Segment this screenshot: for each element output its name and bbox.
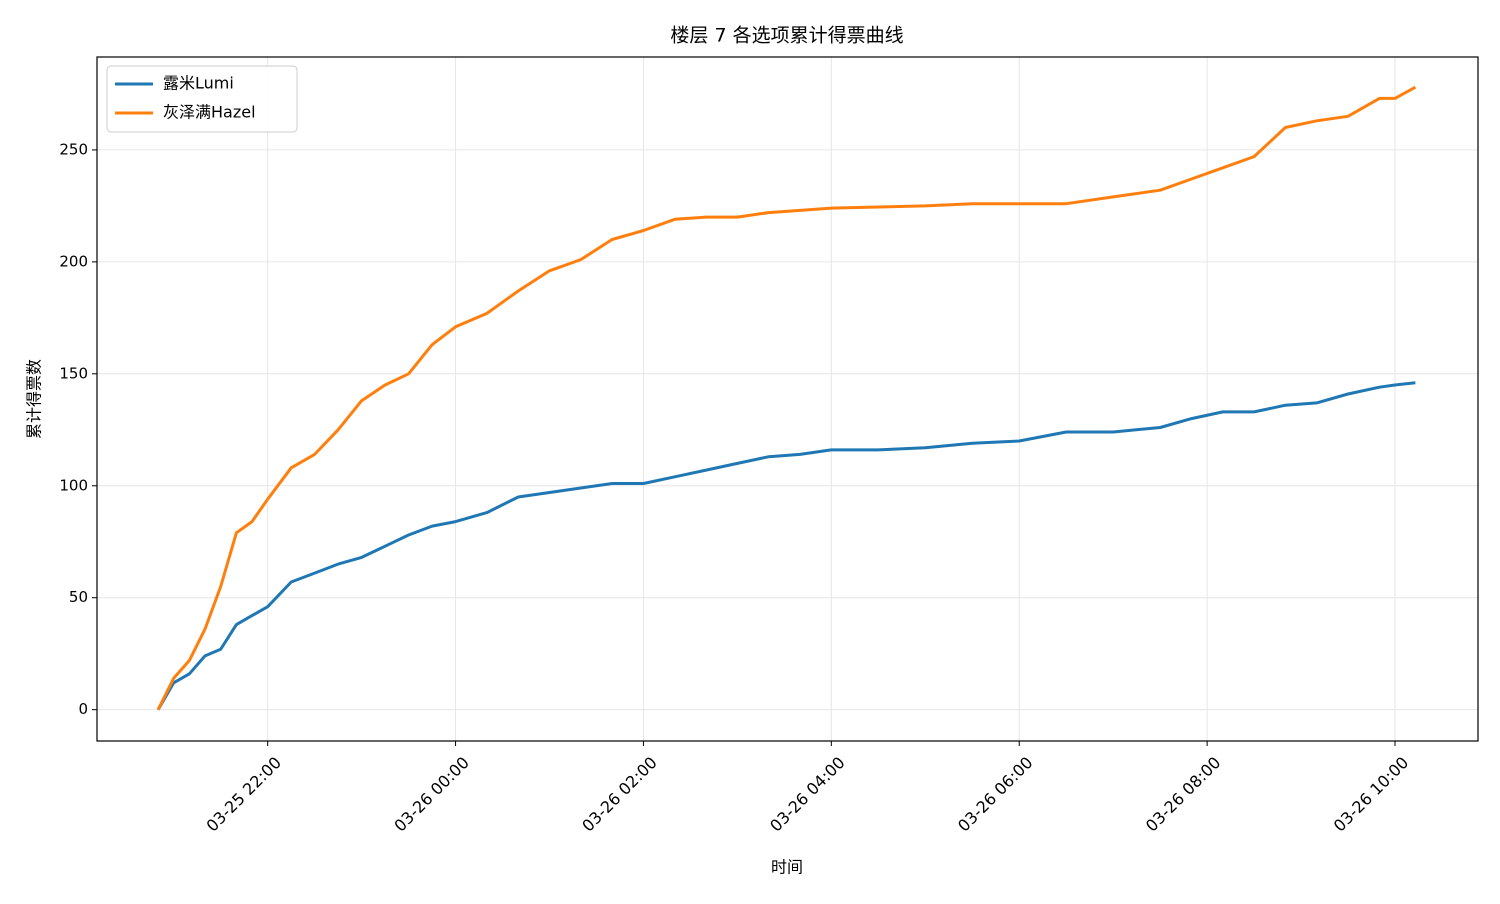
y-tick-label: 150	[59, 364, 88, 382]
x-axis-label: 时间	[771, 858, 803, 877]
y-tick-label: 100	[59, 476, 88, 494]
legend-label: 露米Lumi	[163, 74, 234, 93]
y-tick-label: 250	[59, 140, 88, 158]
plot-frame	[96, 56, 1479, 742]
legend-box	[106, 65, 298, 133]
series-line	[156, 381, 1416, 711]
series-line	[156, 85, 1417, 711]
y-tick-label: 0	[78, 700, 88, 718]
y-axis-label: 累计得票数	[25, 359, 44, 439]
chart-title: 楼层 7 各选项累计得票曲线	[670, 25, 903, 47]
y-tick-label: 200	[59, 252, 88, 270]
legend-label: 灰泽满Hazel	[163, 103, 256, 122]
y-tick-label: 50	[69, 588, 88, 606]
